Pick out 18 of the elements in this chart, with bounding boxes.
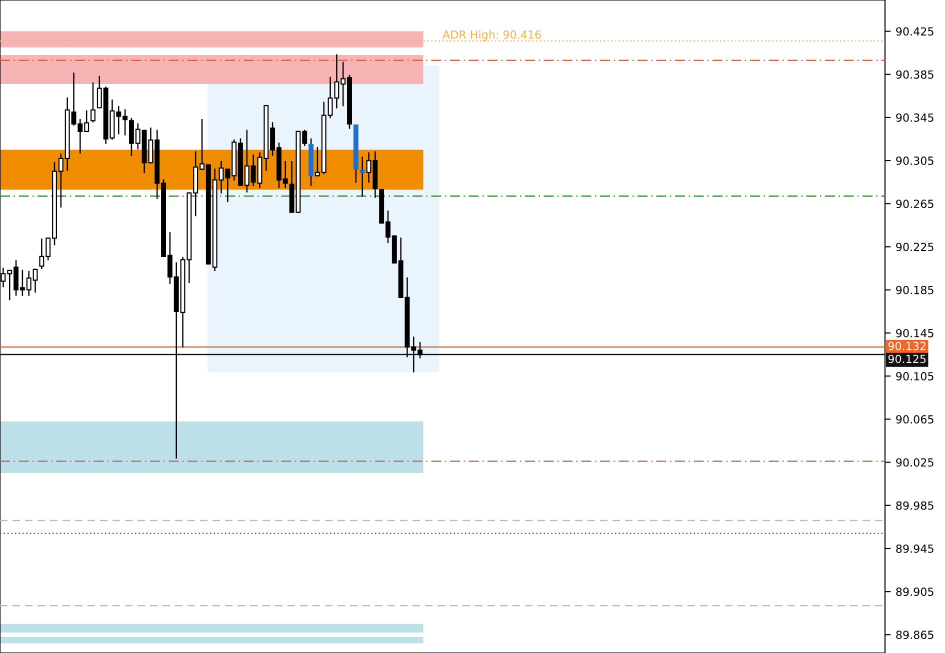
y-tick-label: 89.945 [896,544,934,553]
y-tick-label: 90.185 [896,286,934,294]
y-tick-label: 90.225 [896,242,934,252]
y-tick-label: 89.865 [896,630,934,640]
y-tick-label: 90.425 [896,27,934,36]
y-tick-label: 90.145 [896,328,934,338]
y-tick-label: 90.025 [896,458,934,467]
y-tick-label: 90.345 [896,113,934,122]
ref-line-label: ADR High: 90.416 [442,30,541,41]
y-tick-label: 89.905 [896,588,934,596]
y-tick-label: 90.385 [896,70,934,79]
y-tick-label: 89.985 [896,501,934,510]
y-tick-label: 90.265 [896,200,934,208]
ref-line-label: 90.132 [888,342,926,350]
y-tick-label: 90.065 [896,415,934,424]
ref-line-label: 90.125 [888,354,926,364]
y-tick-label: 90.105 [896,372,934,380]
y-tick-label: 90.305 [896,156,934,165]
